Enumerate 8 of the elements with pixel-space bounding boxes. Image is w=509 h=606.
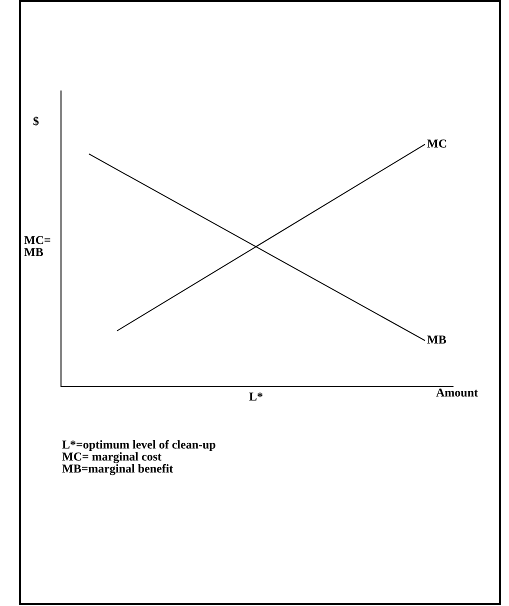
y-axis-title: $ xyxy=(33,114,39,128)
x-axis-title: Amount xyxy=(436,386,478,400)
text: L* xyxy=(248,390,263,404)
series-label: MB xyxy=(427,332,446,347)
text: MC= MB xyxy=(24,232,51,259)
series-label: MC xyxy=(427,136,447,150)
text: MC= marginal cost xyxy=(62,450,162,464)
text: L*=optimum level of clean-up xyxy=(62,438,216,452)
